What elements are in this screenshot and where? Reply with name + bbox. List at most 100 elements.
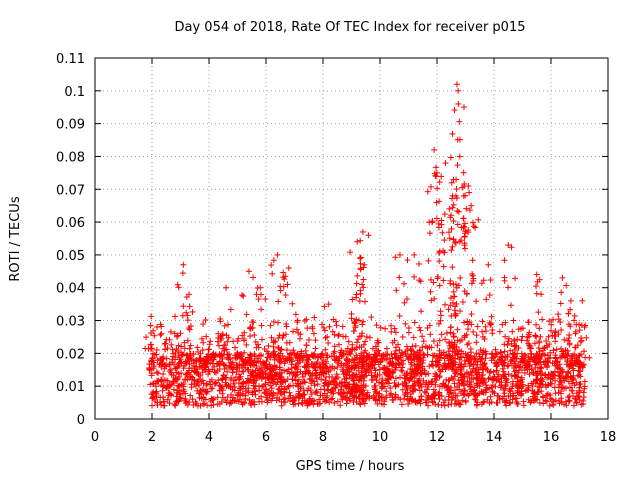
data-point [184, 337, 191, 344]
data-point [339, 323, 346, 330]
data-point [507, 302, 514, 309]
data-point [558, 327, 565, 334]
data-point [456, 401, 463, 408]
data-point [552, 328, 559, 335]
data-point [172, 402, 179, 409]
data-point [487, 368, 494, 375]
data-point [416, 260, 423, 267]
data-point [332, 375, 339, 382]
data-point [418, 308, 425, 315]
x-axis-label: GPS time / hours [296, 459, 405, 474]
data-point [250, 274, 257, 281]
data-point [537, 365, 544, 372]
data-point [184, 312, 191, 319]
data-point [581, 348, 588, 355]
data-point [473, 298, 480, 305]
data-point [404, 257, 411, 264]
data-point [427, 183, 434, 190]
data-point [489, 330, 496, 337]
data-point [416, 324, 423, 331]
data-point [365, 232, 372, 239]
data-point [567, 297, 574, 304]
data-point [573, 399, 580, 406]
data-point [570, 402, 577, 409]
data-point [236, 375, 243, 382]
data-point [256, 387, 263, 394]
data-point [158, 330, 165, 337]
data-point [184, 317, 191, 324]
data-point [357, 237, 364, 244]
data-point [442, 336, 449, 343]
data-point [334, 398, 341, 405]
data-point [188, 384, 195, 391]
data-point [468, 202, 475, 209]
data-point [304, 325, 311, 332]
data-point [441, 211, 448, 218]
data-point [455, 87, 462, 94]
data-point [175, 342, 182, 349]
data-point [427, 331, 434, 338]
data-point [342, 333, 349, 340]
data-point [474, 323, 481, 330]
data-point [583, 334, 590, 341]
data-point [473, 339, 480, 346]
data-point [368, 314, 375, 321]
data-point [392, 329, 399, 336]
data-point [555, 311, 562, 318]
data-point [434, 185, 441, 192]
data-point [336, 341, 343, 348]
data-point [305, 336, 312, 343]
y-tick-label: 0.05 [56, 249, 85, 264]
data-point [484, 396, 491, 403]
data-point [301, 317, 308, 324]
data-point [359, 281, 366, 288]
data-point [258, 306, 265, 313]
data-point [458, 353, 465, 360]
data-point [282, 399, 289, 406]
data-point [326, 373, 333, 380]
data-point [416, 277, 423, 284]
data-point [326, 323, 333, 330]
data-point [428, 297, 435, 304]
data-point [519, 333, 526, 340]
data-point [382, 325, 389, 332]
data-point [443, 330, 450, 337]
data-point [460, 192, 467, 199]
data-point [517, 363, 524, 370]
data-point [417, 278, 424, 285]
data-point [240, 293, 247, 300]
data-point [379, 384, 386, 391]
x-tick-labels: 0 2 4 6 8 10 12 14 16 18 [91, 430, 616, 445]
data-point [285, 265, 292, 272]
data-point [462, 397, 469, 404]
data-point [335, 332, 342, 339]
data-point [186, 326, 193, 333]
data-point [564, 357, 571, 364]
data-point [466, 207, 473, 214]
data-point [153, 369, 160, 376]
data-point [579, 297, 586, 304]
data-point [311, 314, 318, 321]
data-point [147, 322, 154, 329]
data-point [456, 118, 463, 125]
data-point [357, 254, 364, 261]
data-point [566, 332, 573, 339]
data-point [460, 169, 467, 176]
data-point [479, 318, 486, 325]
data-point [227, 306, 234, 313]
data-point [499, 365, 506, 372]
data-point [359, 228, 366, 235]
data-point [383, 345, 390, 352]
data-point [563, 282, 570, 289]
data-point [206, 346, 213, 353]
data-point [543, 398, 550, 405]
data-point [388, 322, 395, 329]
data-point [170, 386, 177, 393]
data-point [312, 345, 319, 352]
data-point [208, 385, 215, 392]
data-point [430, 338, 437, 345]
data-point [333, 322, 340, 329]
data-point [557, 319, 564, 326]
data-point [460, 215, 467, 222]
data-point [442, 160, 449, 167]
